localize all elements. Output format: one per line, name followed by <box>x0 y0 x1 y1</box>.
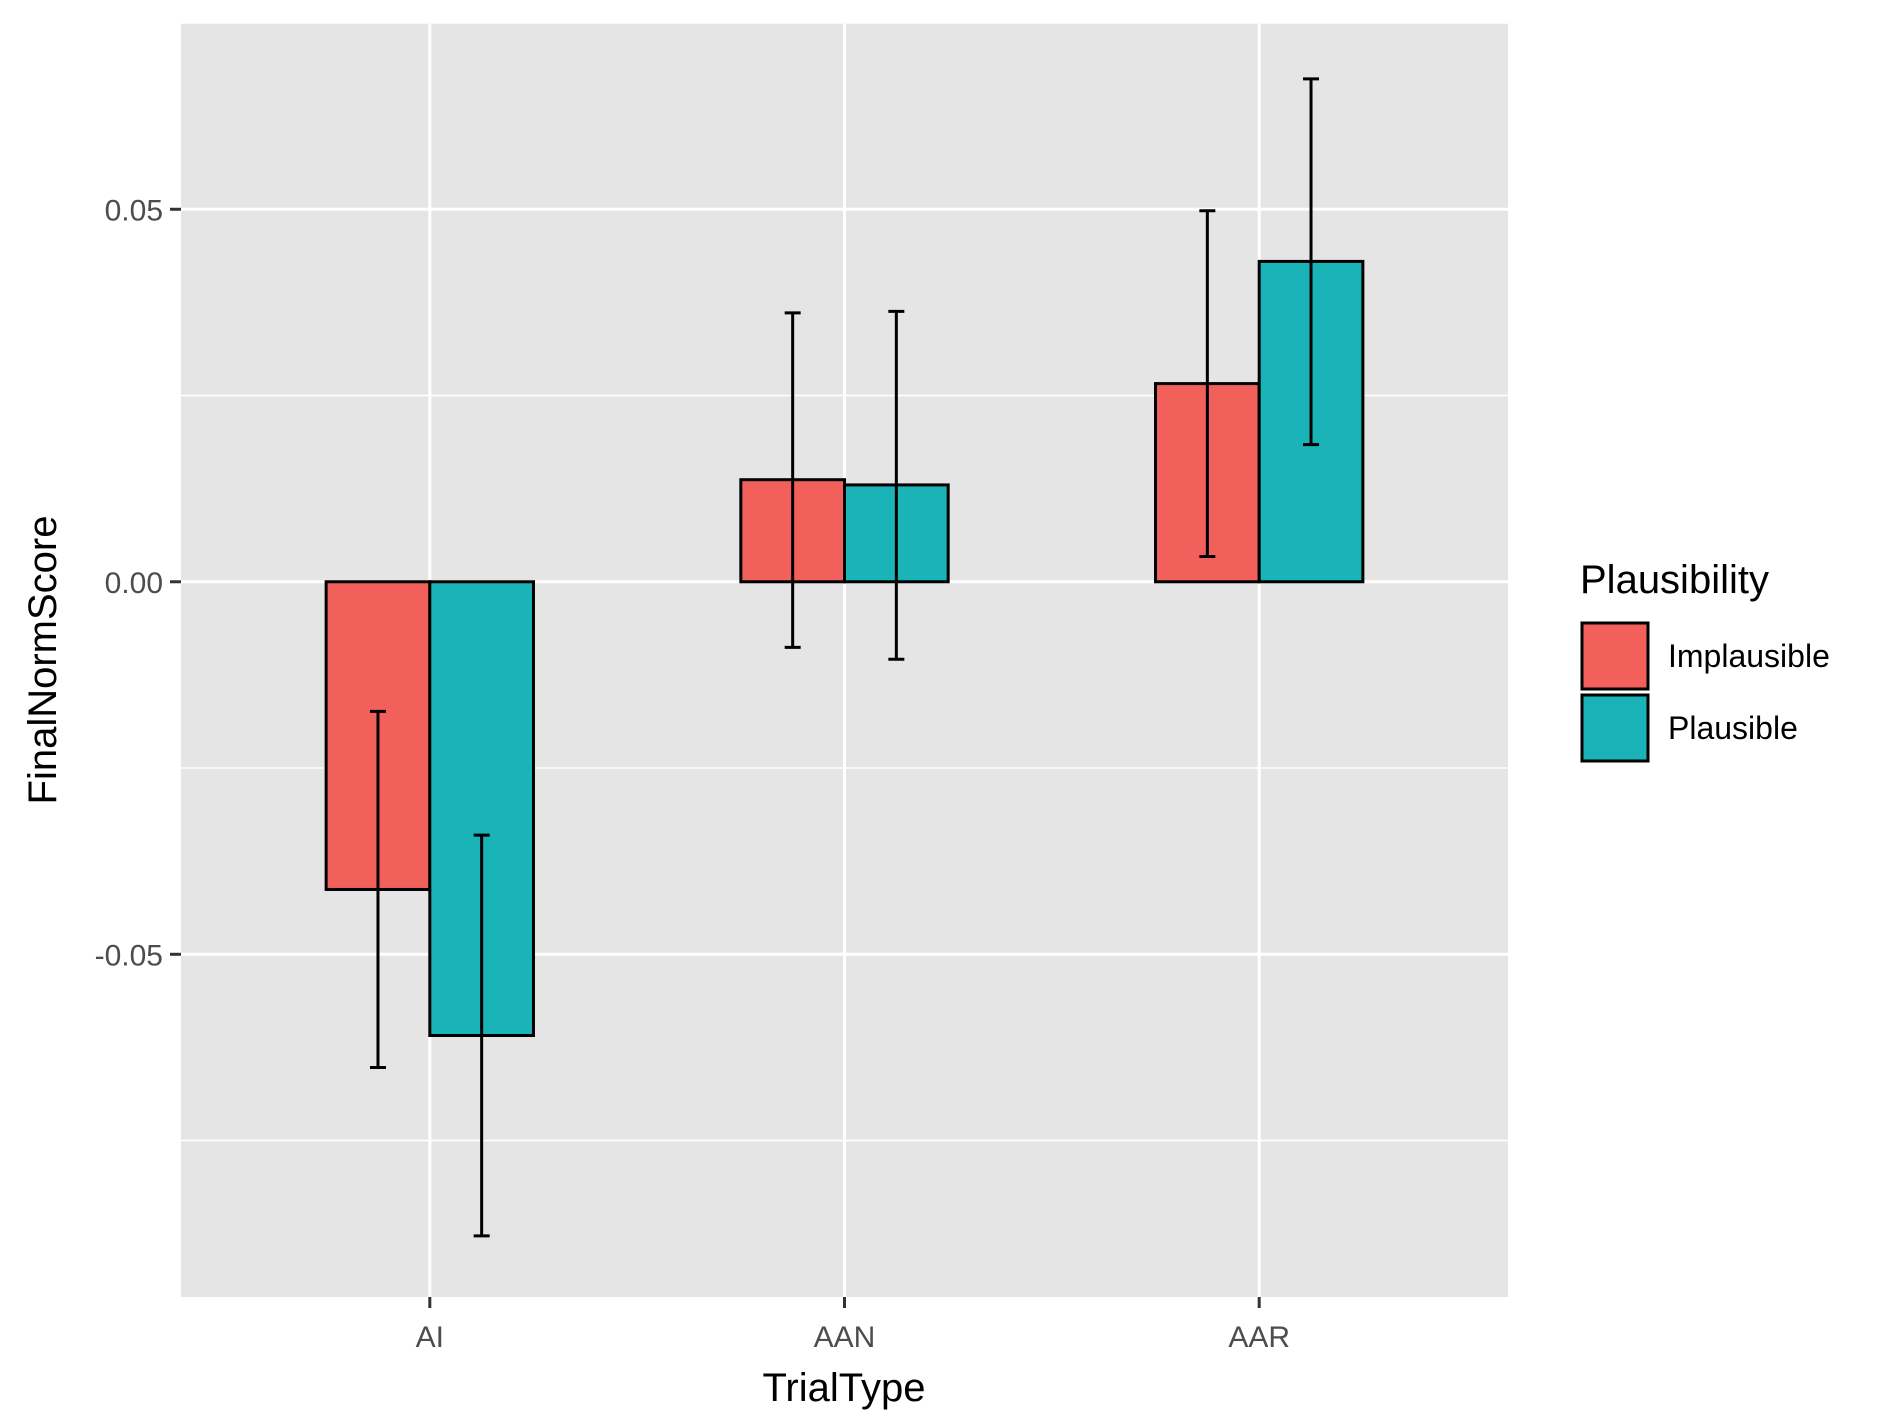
legend-label-implausible: Implausible <box>1668 638 1830 674</box>
x-tick-label: AAR <box>1228 1321 1290 1354</box>
y-axis-title: FinalNormScore <box>21 516 65 805</box>
legend-title: Plausibility <box>1580 558 1769 602</box>
x-tick-label: AI <box>416 1321 444 1354</box>
error-bars <box>369 77 1320 1238</box>
legend: Plausibility Implausible Plausible <box>1580 558 1830 763</box>
legend-label-plausible: Plausible <box>1668 710 1798 746</box>
y-axis: -0.05 0.00 0.05 <box>95 194 181 972</box>
legend-items: Implausible Plausible <box>1580 621 1830 763</box>
y-tick-label: -0.05 <box>95 939 163 972</box>
legend-key-plausible <box>1580 693 1650 763</box>
x-axis: AI AAN AAR <box>416 1297 1290 1354</box>
y-tick-label: 0.05 <box>105 194 163 227</box>
y-tick-label: 0.00 <box>105 567 163 600</box>
legend-key-implausible <box>1580 621 1650 691</box>
x-tick-label: AAN <box>814 1321 876 1354</box>
x-axis-title: TrialType <box>762 1366 925 1410</box>
